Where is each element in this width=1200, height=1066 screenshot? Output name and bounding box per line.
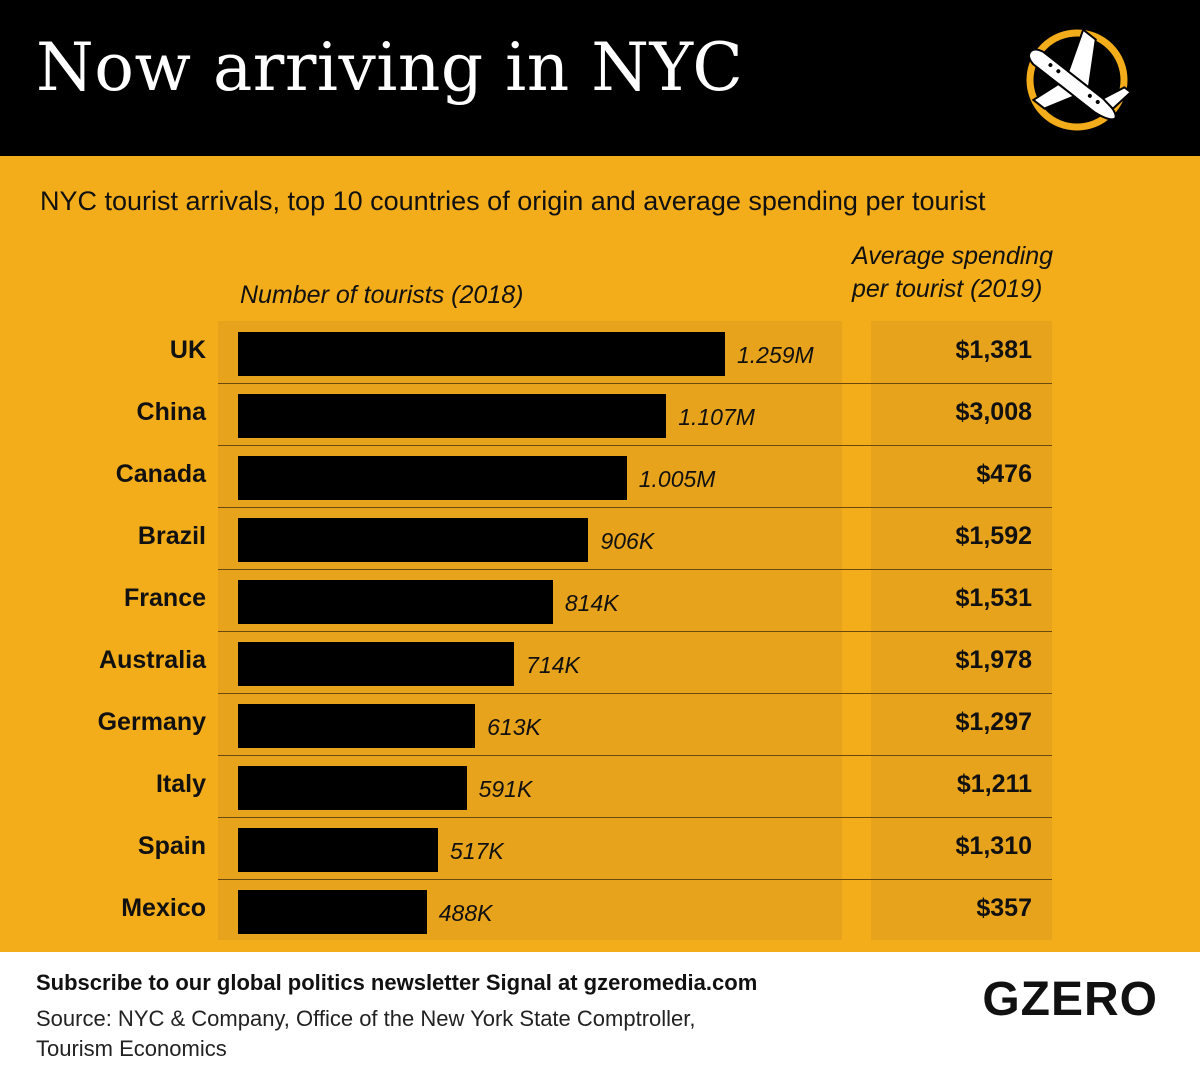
country-label: UK [169,336,206,364]
spending-value: $3,008 [955,398,1032,426]
country-label: Canada [115,460,206,488]
chart-subtitle: NYC tourist arrivals, top 10 countries o… [40,186,986,216]
bar-column-label: Number of tourists (2018) [240,281,524,309]
header-bar: Now arriving in NYC [0,0,1200,156]
tourist-bar [238,642,515,686]
country-label: Australia [99,646,206,674]
row-divider [218,879,1052,880]
country-label: Spain [137,832,206,860]
tourist-value-label: 1.259M [737,342,814,368]
country-label: Brazil [137,522,206,550]
spending-label-line1: Average spending [852,242,1054,270]
tourist-bar [238,332,725,376]
country-label: France [124,584,206,612]
spending-value: $476 [976,460,1032,488]
spending-value: $1,592 [955,522,1032,550]
country-label: Italy [155,770,206,798]
spending-value: $1,211 [956,770,1032,798]
tourist-bar [238,704,476,748]
row-divider [218,507,1052,508]
spending-value: $1,978 [955,646,1032,674]
row-divider [218,755,1052,756]
brand-logo: GZERO [982,973,1158,1026]
tourist-value-label: 814K [564,590,619,616]
spending-value: $1,531 [955,584,1032,612]
row-divider [218,631,1052,632]
tourist-bar [238,766,467,810]
tourist-value-label: 488K [438,900,493,926]
country-label: Mexico [121,894,206,922]
newsletter-link[interactable]: Subscribe to our global politics newslet… [36,970,758,995]
tourist-bar [238,456,627,500]
row-divider [218,569,1052,570]
plane-landing-icon [1026,28,1133,131]
footer: Subscribe to our global politics newslet… [0,952,1200,1066]
tourist-value-label: 714K [526,652,580,678]
row-divider [218,383,1052,384]
tourist-bar [238,890,427,934]
spending-column-label: Average spending per tourist (2019) [852,240,1092,306]
spending-value: $1,310 [955,832,1032,860]
source-note: Source: NYC & Company, Office of the New… [36,1004,816,1064]
tourist-value-label: 906K [600,528,655,554]
country-label: Germany [97,708,206,736]
row-divider [218,817,1052,818]
page-title: Now arriving in NYC [36,29,744,106]
tourist-value-label: 1.005M [638,466,716,492]
tourist-bar [238,828,438,872]
spending-label-line2: per tourist (2019) [852,275,1043,303]
tourist-value-label: 613K [487,714,541,740]
tourist-bar [238,394,667,438]
tourist-bar [238,580,553,624]
country-label: China [136,398,206,426]
spending-panel [871,321,1052,940]
tourist-bar [238,518,589,562]
row-divider [218,693,1052,694]
row-divider [218,445,1052,446]
source-line-2: Tourism Economics [36,1036,227,1061]
tourist-value-label: 517K [449,838,504,864]
source-line-1: Source: NYC & Company, Office of the New… [36,1006,696,1031]
tourist-value-label: 1.107M [678,404,755,430]
spending-value: $1,381 [955,336,1032,364]
tourist-value-label: 591K [478,776,533,802]
spending-value: $1,297 [955,708,1032,736]
spending-value: $357 [976,894,1032,922]
